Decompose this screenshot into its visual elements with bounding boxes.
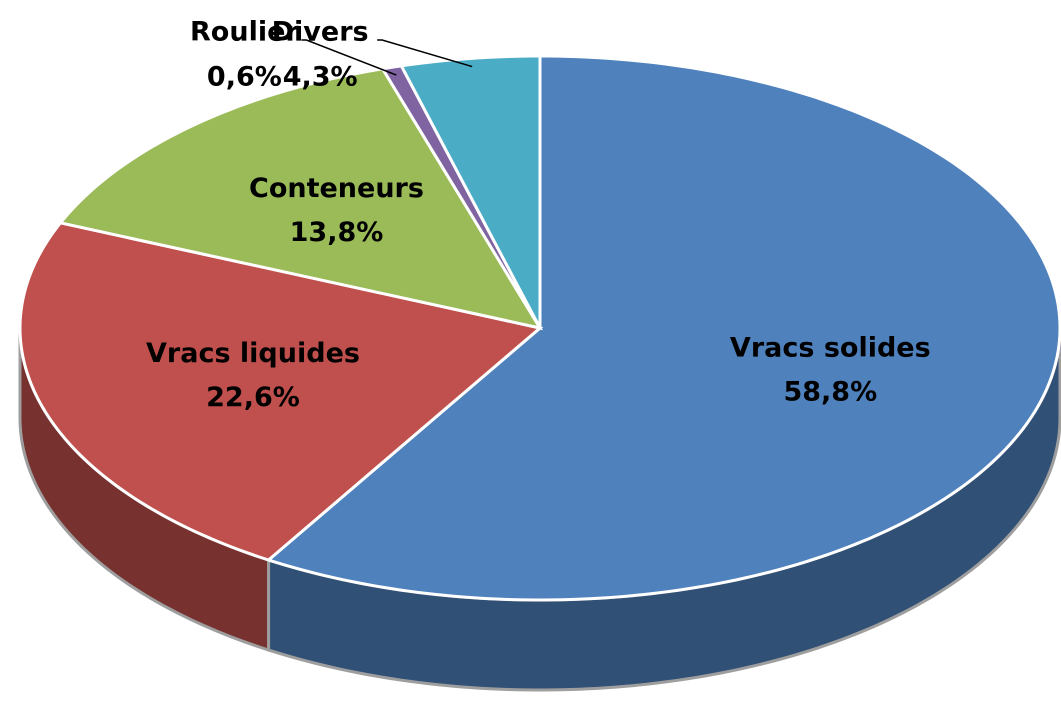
value-label: 22,6%	[206, 382, 300, 413]
leader-line	[377, 39, 473, 68]
slice	[18, 221, 544, 562]
value-label: 4,3%	[283, 62, 358, 93]
value-label: 0,6%	[207, 62, 282, 93]
slice	[399, 54, 542, 329]
slice-label: Vracs solides	[730, 332, 931, 363]
slice	[57, 67, 544, 331]
leader-line	[301, 39, 397, 76]
value-label: 13,8%	[290, 217, 384, 248]
value-label: 58,8%	[783, 376, 877, 407]
slice-label: Divers	[272, 17, 369, 48]
slice-label: Roulier	[190, 17, 299, 48]
slice-label: Vracs liquides	[146, 338, 360, 369]
slice-label: Conteneurs	[249, 173, 424, 204]
slice	[265, 54, 1061, 602]
